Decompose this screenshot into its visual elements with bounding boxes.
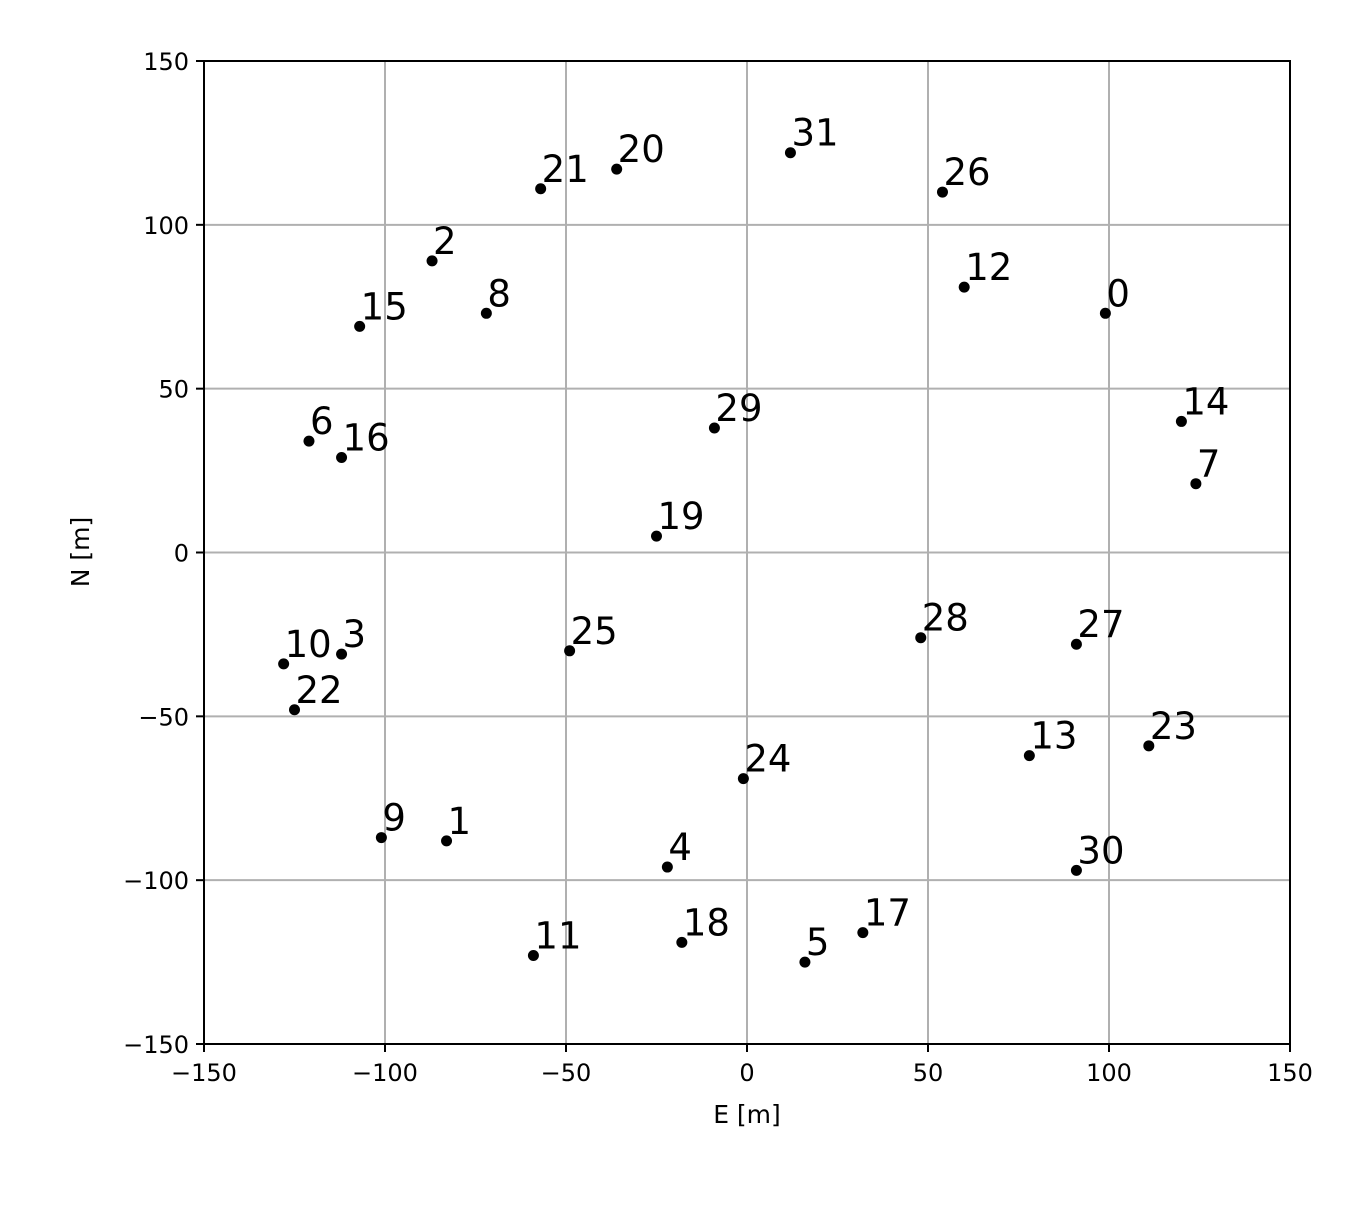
- point-label: 26: [943, 151, 990, 194]
- point-label: 18: [683, 901, 730, 944]
- point-label: 22: [296, 669, 343, 712]
- point-label: 25: [571, 610, 618, 653]
- data-point: [915, 632, 927, 644]
- x-tick-label: −150: [171, 1059, 237, 1087]
- point-label: 27: [1077, 603, 1124, 646]
- data-point: [1023, 750, 1035, 762]
- point-label: 20: [618, 128, 665, 171]
- point-label: 5: [806, 921, 830, 964]
- data-point: [1070, 638, 1082, 650]
- data-points: 0123456789101112131415161718192021222324…: [278, 112, 1229, 968]
- data-point: [1175, 415, 1187, 427]
- data-point: [535, 183, 547, 195]
- point-label: 11: [534, 915, 581, 958]
- data-point: [289, 704, 300, 716]
- data-point: [676, 936, 688, 948]
- point-label: 12: [965, 246, 1012, 289]
- y-tick-label: −50: [138, 703, 189, 731]
- data-point: [1143, 740, 1155, 752]
- x-tick-label: 50: [913, 1059, 944, 1087]
- point-label: 29: [715, 387, 762, 430]
- point-label: 9: [382, 797, 406, 840]
- data-point: [564, 645, 576, 657]
- y-tick-label: 150: [143, 48, 189, 76]
- point-label: 28: [922, 597, 969, 640]
- data-point: [1070, 864, 1082, 876]
- point-label: 7: [1197, 443, 1221, 486]
- data-point: [336, 451, 348, 463]
- x-tick-label: 0: [739, 1059, 754, 1087]
- data-point: [426, 255, 438, 267]
- x-tick-label: 150: [1267, 1059, 1313, 1087]
- point-label: 23: [1150, 705, 1197, 748]
- data-point: [651, 530, 662, 542]
- y-axis-label: N [m]: [66, 517, 95, 588]
- point-label: 0: [1106, 272, 1130, 315]
- data-point: [336, 648, 348, 660]
- point-label: 17: [864, 892, 911, 935]
- data-point: [354, 320, 366, 332]
- point-label: 4: [668, 826, 692, 869]
- point-label: 16: [343, 416, 390, 459]
- x-tick-label: −100: [352, 1059, 418, 1087]
- point-label: 8: [487, 272, 511, 315]
- point-label: 21: [542, 148, 589, 191]
- data-point: [737, 773, 749, 785]
- data-point: [1190, 478, 1202, 490]
- y-tick-label: 0: [174, 540, 189, 568]
- point-label: 15: [361, 285, 408, 328]
- x-tick-label: 100: [1086, 1059, 1132, 1087]
- data-point: [303, 435, 315, 447]
- data-point: [936, 186, 948, 198]
- data-point: [441, 835, 453, 847]
- point-label: 30: [1077, 829, 1124, 872]
- point-label: 10: [285, 623, 332, 666]
- data-point: [527, 950, 539, 962]
- data-point: [480, 307, 492, 319]
- x-tick-label: −50: [541, 1059, 592, 1087]
- x-axis-label: E [m]: [713, 1100, 781, 1129]
- point-label: 19: [658, 495, 705, 538]
- point-label: 2: [433, 220, 457, 263]
- point-label: 14: [1182, 380, 1229, 423]
- data-point: [611, 163, 623, 175]
- point-label: 13: [1030, 715, 1077, 758]
- point-label: 3: [343, 613, 367, 656]
- data-point: [375, 832, 387, 844]
- data-point: [278, 658, 290, 670]
- y-tick-label: 100: [143, 212, 189, 240]
- y-tick-label: −100: [123, 867, 189, 895]
- data-point: [857, 927, 869, 939]
- point-label: 31: [791, 112, 838, 155]
- data-point: [1099, 307, 1111, 319]
- y-tick-label: 50: [158, 376, 189, 404]
- data-point: [799, 956, 811, 968]
- grid: [203, 60, 1291, 1045]
- point-label: 24: [744, 738, 791, 781]
- data-point: [784, 147, 796, 159]
- data-point: [708, 422, 720, 434]
- data-point: [958, 281, 970, 293]
- point-label: 6: [310, 400, 334, 443]
- data-point: [661, 861, 673, 873]
- point-label: 1: [448, 800, 472, 843]
- y-tick-label: −150: [123, 1031, 189, 1059]
